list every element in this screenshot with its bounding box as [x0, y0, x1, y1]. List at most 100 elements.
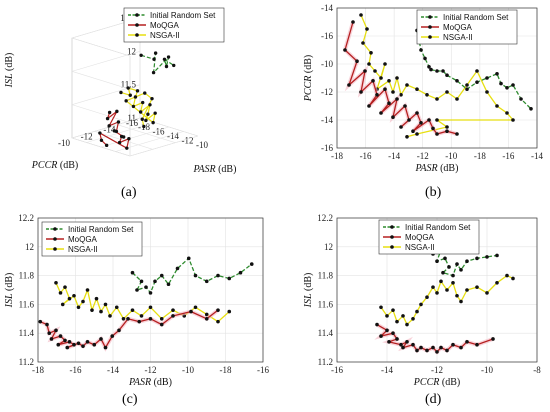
y-axis-label-var: ISL	[4, 293, 15, 308]
data-point-2	[148, 103, 152, 107]
data-point-1	[115, 109, 119, 114]
y-axis-label-var: PCCR	[31, 160, 58, 171]
x-tick-label: -14	[167, 131, 179, 141]
grid-y	[117, 124, 176, 143]
x-axis-label-unit: (dB)	[216, 164, 237, 175]
legend-label-1: MoQGA	[443, 23, 473, 32]
data-point-1	[65, 345, 70, 350]
data-point-0	[459, 268, 463, 272]
caption-a: (a)	[121, 185, 137, 200]
data-point-1	[189, 309, 193, 314]
data-point-1	[72, 342, 76, 347]
data-point-2	[505, 111, 509, 115]
data-point-0	[435, 259, 439, 263]
data-point-2	[76, 305, 81, 310]
y-axis-label-var: PCCR	[303, 76, 314, 103]
data-point-2	[94, 296, 99, 301]
data-point-0	[419, 48, 423, 52]
data-point-1	[465, 340, 469, 344]
legend-label-2: NSGA-II	[443, 33, 473, 42]
chart-c-svg: -18 -16 -14 -12 -10 -18 -16 11.2 11.4 11.6 11.8 12 1…	[4, 213, 269, 388]
data-point-1	[401, 345, 405, 350]
plot-frame	[336, 7, 538, 149]
series-line-2	[380, 274, 514, 326]
data-point-1	[98, 131, 102, 135]
data-point-1	[379, 111, 383, 115]
data-point-1	[137, 319, 142, 324]
series-line-0	[132, 257, 253, 295]
data-point-1	[459, 345, 463, 350]
x-tick-label: -10	[445, 151, 457, 161]
x-tick-label: -16	[360, 151, 372, 161]
data-point-2	[435, 291, 439, 295]
legend-label-0: Initial Random Set	[443, 13, 509, 22]
data-point-2	[485, 90, 489, 94]
data-point-1	[67, 340, 72, 344]
data-point-1	[391, 331, 395, 335]
data-point-1	[415, 348, 419, 353]
data-point-1	[351, 20, 355, 24]
data-point-1	[363, 69, 367, 73]
data-point-2	[193, 305, 198, 310]
x-tick-label: -12	[182, 136, 194, 146]
data-point-2	[475, 285, 479, 289]
data-point-2	[391, 308, 395, 312]
data-point-2	[72, 293, 76, 298]
data-point-2	[63, 285, 67, 289]
y-tick-label: 11.8	[318, 271, 334, 281]
y-axis-label: ISL (dB)	[303, 273, 314, 309]
data-point-1	[117, 140, 122, 145]
data-point-2	[439, 279, 443, 284]
y-axis-label-unit: (dB)	[303, 55, 314, 76]
data-point-0	[475, 80, 479, 84]
series-shadow-moqga	[374, 322, 494, 355]
data-point-2	[415, 87, 419, 91]
x-tick-label: -14	[531, 151, 543, 161]
data-point-2	[171, 308, 175, 312]
data-point-2	[359, 13, 363, 17]
plot-area: -18 -16 -14 -12 -10 -18 -16 11.2 11.4 11.6 11.8 12 1…	[18, 213, 269, 375]
data-point-2	[153, 111, 157, 115]
data-point-0	[441, 270, 445, 275]
y-tick-label: -16	[126, 118, 138, 128]
data-point-1	[116, 120, 121, 124]
data-point-2	[495, 104, 499, 108]
legend-marker-0	[390, 225, 394, 229]
data-point-1	[81, 344, 85, 348]
legend-marker-2	[135, 33, 139, 37]
legend-marker-1	[428, 25, 432, 29]
y-tick-label: 12	[324, 242, 333, 252]
data-point-2	[103, 302, 108, 307]
legend-marker-1	[135, 23, 139, 27]
legend-marker-0	[53, 227, 57, 231]
data-point-2	[114, 305, 119, 310]
grid-x	[129, 135, 199, 157]
data-point-1	[435, 350, 439, 354]
data-point-2	[142, 124, 146, 129]
legend-marker-0	[428, 15, 432, 19]
data-point-1	[104, 143, 109, 148]
data-point-1	[171, 314, 175, 318]
data-point-2	[379, 76, 383, 80]
x-axis-label-var: PASR	[415, 163, 438, 174]
data-point-1	[127, 137, 131, 141]
data-point-2	[415, 132, 419, 136]
data-point-0	[166, 282, 171, 287]
caption-c: (c)	[122, 392, 138, 407]
x-tick-label: -10	[196, 140, 208, 150]
legend-label-1: MoQGA	[150, 21, 180, 30]
x-tick-label: -16	[257, 365, 269, 375]
data-point-1	[411, 129, 415, 133]
data-point-0	[451, 273, 455, 278]
y-axis-label-unit: (dB)	[303, 273, 314, 294]
grid-y	[139, 117, 199, 137]
data-point-0	[144, 285, 148, 289]
data-point-2	[405, 135, 409, 139]
grid-z	[70, 17, 141, 57]
x-axis-label-var: PASR	[128, 377, 151, 388]
data-point-0	[465, 87, 469, 91]
data-point-2	[99, 309, 103, 314]
data-point-2	[475, 69, 479, 73]
